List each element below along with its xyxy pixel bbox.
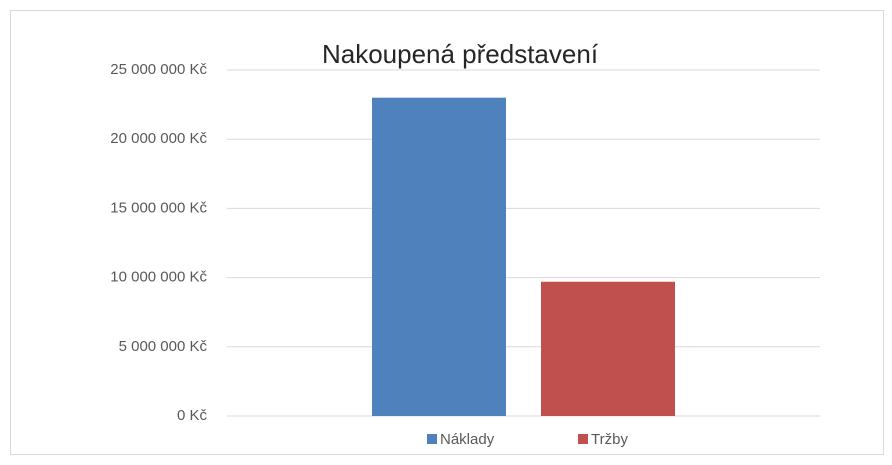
y-tick-label: 0 Kč: [177, 407, 208, 424]
y-tick-label: 20 000 000 Kč: [110, 130, 207, 147]
bar: [372, 97, 506, 417]
y-tick-label: 5 000 000 Kč: [119, 338, 208, 355]
bar: [541, 281, 675, 416]
legend-swatch: [578, 434, 588, 444]
chart-title: Nakoupená představení: [322, 39, 599, 69]
y-tick-label: 25 000 000 Kč: [110, 61, 207, 78]
legend-swatch: [427, 434, 437, 444]
legend-label: Tržby: [591, 431, 628, 448]
y-tick-label: 10 000 000 Kč: [110, 269, 207, 286]
legend-label: Náklady: [440, 431, 495, 448]
y-tick-label: 15 000 000 Kč: [110, 199, 207, 216]
